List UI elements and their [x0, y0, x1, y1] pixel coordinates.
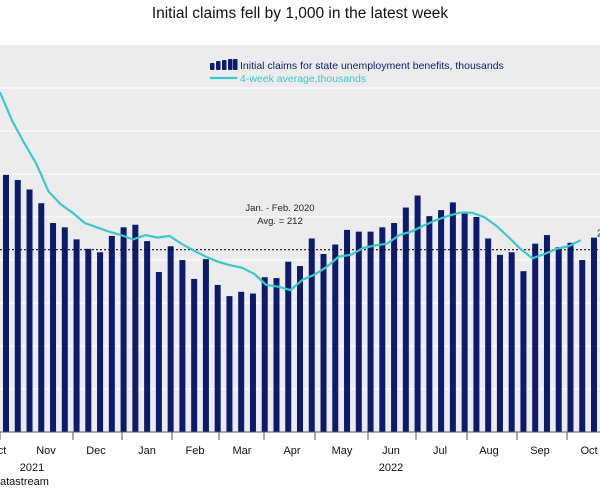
bar	[50, 223, 57, 432]
bar	[473, 217, 480, 432]
bar	[261, 277, 268, 432]
legend: Initial claims for state unemployment be…	[210, 59, 504, 85]
x-tick-label: ct	[0, 445, 6, 457]
bar	[285, 261, 292, 432]
bar	[297, 266, 303, 432]
bar	[332, 244, 339, 432]
bar	[461, 211, 468, 432]
bar	[344, 229, 351, 432]
x-tick-label: Jun	[382, 445, 400, 457]
x-tick-label: Mar	[233, 445, 252, 457]
right-edge-value: 2	[597, 229, 600, 240]
bar	[108, 235, 115, 432]
bar	[273, 278, 280, 432]
bar	[496, 254, 503, 432]
bar	[85, 248, 92, 432]
bar	[226, 296, 233, 432]
average-line	[0, 91, 582, 292]
bar	[485, 238, 492, 432]
bar	[532, 243, 539, 432]
bar	[414, 195, 421, 432]
legend-label-line: 4-week average,thousands	[240, 73, 366, 85]
bar-series	[3, 174, 597, 433]
bar	[97, 252, 104, 432]
legend-bar-marker	[210, 63, 215, 70]
bar	[355, 231, 362, 432]
legend-bar-marker	[222, 60, 227, 70]
bar	[3, 174, 9, 433]
bar	[520, 271, 527, 432]
bar	[555, 247, 562, 432]
legend-bar-marker	[216, 61, 221, 70]
x-tick-label: Aug	[479, 445, 499, 457]
bar	[26, 189, 33, 432]
bar	[379, 227, 386, 432]
reference-line-group: Jan. - Feb. 2020 Avg. = 212 2	[0, 203, 600, 251]
legend-label-bars: Initial claims for state unemployment be…	[240, 60, 504, 72]
bar	[61, 227, 68, 432]
bar	[179, 260, 186, 432]
bar	[132, 224, 139, 432]
bar	[191, 278, 198, 432]
x-tick-label: Feb	[186, 445, 205, 457]
bar	[155, 272, 162, 432]
bar	[14, 180, 21, 432]
bar	[508, 252, 515, 432]
x-tick-label: Jul	[433, 445, 447, 457]
x-year-label: 2021	[20, 462, 44, 474]
bar	[38, 203, 45, 432]
reference-line-label: Jan. - Feb. 2020	[245, 203, 314, 214]
bar	[249, 293, 256, 432]
bar	[144, 241, 151, 432]
chart-title: Initial claims fell by 1,000 in the late…	[151, 5, 449, 22]
bar	[202, 259, 209, 432]
bar	[438, 210, 445, 432]
source-label: atastream	[0, 476, 49, 488]
x-tick-label: May	[332, 445, 353, 457]
bar	[367, 231, 374, 432]
bar	[543, 235, 550, 432]
bar	[449, 202, 456, 432]
legend-bar-marker	[228, 59, 233, 70]
x-tick-label: Nov	[36, 445, 56, 457]
bar	[308, 238, 315, 432]
legend-bar-marker	[233, 59, 238, 70]
bar	[391, 223, 398, 432]
reference-line-avg-label: Avg. = 212	[257, 216, 303, 227]
bar	[214, 284, 221, 432]
bar	[167, 246, 174, 432]
average-line-series	[0, 91, 582, 292]
bar	[579, 260, 586, 432]
x-tick-label: Apr	[283, 445, 300, 457]
x-tick-label: Oct	[580, 445, 597, 457]
x-tick-label: Jan	[138, 445, 156, 457]
bar	[320, 253, 327, 432]
x-tick-label: Dec	[86, 445, 106, 457]
bar	[120, 227, 127, 432]
bar	[567, 242, 574, 432]
x-tick-label: Sep	[530, 445, 550, 457]
bar	[73, 239, 80, 432]
bar	[426, 216, 433, 432]
bar	[238, 291, 245, 432]
x-axis: ct Nov Dec Jan Feb Mar Apr May Jun Jul Aug Sep Oct 20…	[0, 431, 600, 474]
bar	[402, 207, 409, 432]
x-year-label: 2022	[379, 462, 403, 474]
bar	[591, 237, 597, 432]
